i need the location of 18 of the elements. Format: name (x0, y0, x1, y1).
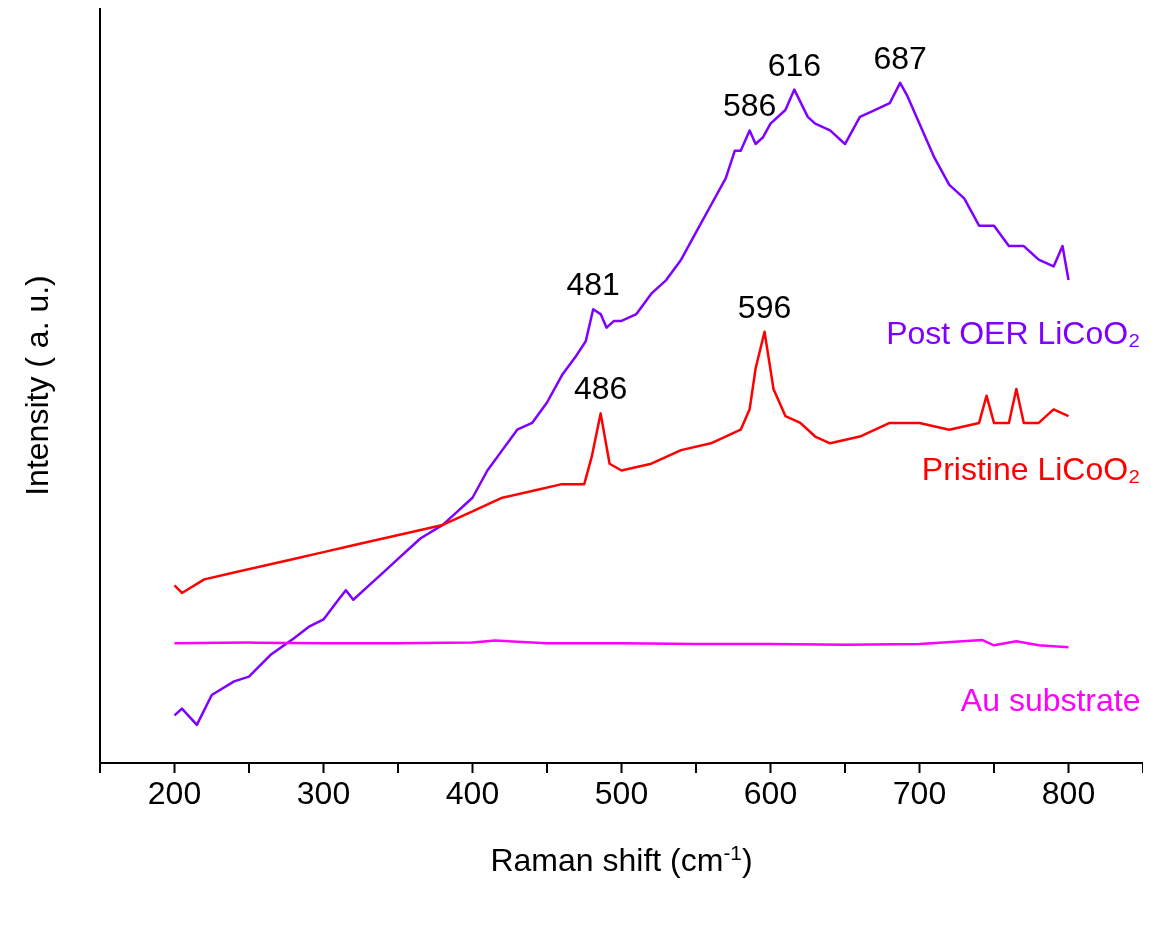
annotation: 596 (737, 288, 792, 325)
annotation: 486 (573, 370, 628, 407)
x-tick-label: 400 (445, 774, 500, 811)
x-tick-label: 600 (743, 774, 798, 811)
series-label: Au substrate (960, 682, 1141, 719)
text: Post OER LiCoO₂ (886, 315, 1141, 352)
x-tick-label: 500 (594, 774, 649, 811)
series-label: Pristine LiCoO₂ (921, 451, 1141, 488)
x-tick-label: 700 (892, 774, 947, 811)
annotation: 481 (566, 266, 620, 303)
y-axis-title: Intensity ( a. u.) (19, 275, 55, 496)
x-tick-label: 200 (147, 774, 202, 811)
annotation: 586 (722, 87, 777, 124)
annotation: 687 (873, 39, 927, 76)
annotation: 616 (767, 46, 822, 83)
x-axis-title: Raman shift (cm$^{-1}$) (490, 840, 753, 878)
x-tick-label: 300 (296, 774, 351, 811)
x-tick-label: 800 (1041, 774, 1096, 811)
